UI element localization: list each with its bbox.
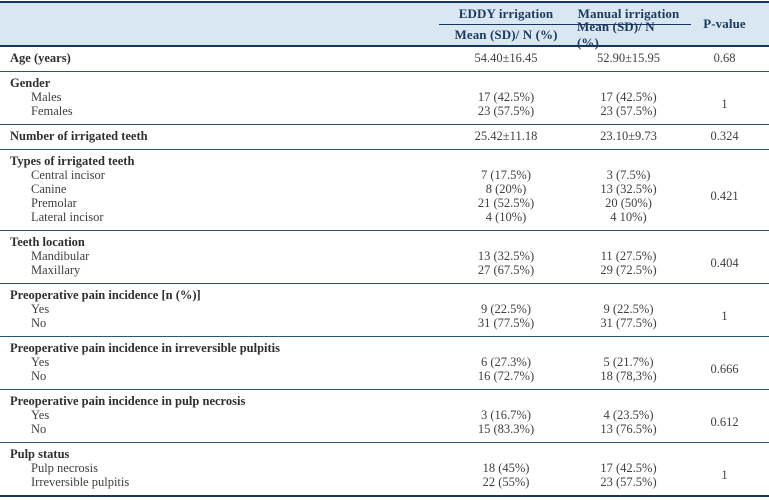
table-body: Age (years) 54.40±16.45 52.90±15.95 0.68 Gen… bbox=[0, 47, 769, 497]
column-header-p-value: P-value bbox=[703, 16, 746, 31]
eddy-value: 13 (32.5%) bbox=[477, 249, 535, 263]
manual-value: 9 (22.5%) bbox=[603, 302, 654, 316]
manual-value: 23 (57.5%) bbox=[600, 475, 657, 489]
section-label: Types of irrigated teeth bbox=[10, 154, 135, 168]
eddy-value: 17 (42.5%) bbox=[477, 90, 535, 104]
eddy-value: 27 (67.5%) bbox=[477, 263, 535, 277]
eddy-value: 16 (72.7%) bbox=[477, 369, 535, 383]
eddy-value: 18 (45%) bbox=[482, 461, 530, 475]
p-value: 0.666 bbox=[710, 362, 739, 376]
row-label: Maxillary bbox=[31, 263, 81, 277]
manual-value: 29 (72.5%) bbox=[600, 263, 657, 277]
section-label: Teeth location bbox=[10, 235, 85, 249]
manual-value: 3 (7.5%) bbox=[606, 168, 651, 182]
eddy-value: 8 (20%) bbox=[485, 182, 527, 196]
row-label: Yes bbox=[31, 408, 50, 422]
row-label: No bbox=[31, 369, 47, 383]
manual-value: 11 (27.5%) bbox=[600, 249, 657, 263]
p-value: 0.612 bbox=[710, 415, 739, 429]
manual-value: 23.10±9.73 bbox=[600, 129, 657, 143]
table-header: EDDY irrigation Manual irrigation P-valu… bbox=[0, 1, 769, 50]
row-label: Canine bbox=[31, 182, 67, 196]
subheader-manual-mean-sd: Mean (SD)/ N (%) bbox=[577, 18, 655, 50]
p-value: 0.68 bbox=[713, 51, 736, 65]
eddy-value: 15 (83.3%) bbox=[477, 422, 535, 436]
row-label: Females bbox=[31, 104, 73, 118]
manual-value: 18 (78,3%) bbox=[600, 369, 657, 383]
table-section: Number of irrigated teeth 25.42±11.18 23.1… bbox=[0, 124, 769, 149]
manual-value: 5 (21.7%) bbox=[603, 355, 654, 369]
section-label: Preoperative pain incidence in pulp necr… bbox=[10, 394, 246, 408]
table-section: Pulp status Pulp necrosis 18 (45%) 17 (42.5… bbox=[0, 442, 769, 495]
eddy-value: 31 (77.5%) bbox=[477, 316, 535, 330]
eddy-value: 23 (57.5%) bbox=[477, 104, 535, 118]
manual-value: 13 (32.5%) bbox=[600, 182, 657, 196]
section-label: Preoperative pain incidence in irreversi… bbox=[10, 341, 281, 355]
p-value: 1 bbox=[721, 309, 728, 323]
column-header-eddy-irrigation: EDDY irrigation bbox=[458, 5, 554, 21]
row-label: No bbox=[31, 316, 47, 330]
column-header-manual-irrigation: Manual irrigation bbox=[577, 5, 680, 21]
table-section: Teeth location Mandibular 13 (32.5%) 11 (27… bbox=[0, 230, 769, 283]
row-label: Irreversible pulpitis bbox=[31, 475, 130, 489]
row-label: Central incisor bbox=[31, 168, 105, 182]
row-label: Mandibular bbox=[31, 249, 90, 263]
table-section: Preoperative pain incidence in irreversi… bbox=[0, 336, 769, 389]
p-value: 0.324 bbox=[710, 129, 739, 143]
table-section: Types of irrigated teeth Central incisor 7… bbox=[0, 149, 769, 230]
p-value: 1 bbox=[721, 97, 728, 111]
manual-value: 4 (23.5%) bbox=[603, 408, 654, 422]
p-value: 0.404 bbox=[710, 256, 739, 270]
row-label: No bbox=[31, 422, 47, 436]
row-label: Premolar bbox=[31, 196, 77, 210]
manual-value: 13 (76.5%) bbox=[600, 422, 657, 436]
subheader-eddy-mean-sd: Mean (SD)/ N (%) bbox=[454, 26, 558, 42]
eddy-value: 54.40±16.45 bbox=[474, 51, 538, 65]
manual-value: 23 (57.5%) bbox=[600, 104, 657, 118]
section-label: Preoperative pain incidence [n (%)] bbox=[10, 288, 201, 302]
p-value: 1 bbox=[721, 468, 728, 482]
eddy-value: 22 (55%) bbox=[482, 475, 530, 489]
eddy-value: 9 (22.5%) bbox=[481, 302, 531, 316]
manual-value: 31 (77.5%) bbox=[600, 316, 657, 330]
row-label: Yes bbox=[31, 355, 50, 369]
p-value: 0.421 bbox=[710, 189, 739, 203]
row-label: Lateral incisor bbox=[31, 210, 104, 224]
row-label: Males bbox=[31, 90, 62, 104]
section-label: Gender bbox=[10, 76, 51, 90]
table-section: Gender Males 17 (42.5%) 17 (42.5%) Females 23… bbox=[0, 71, 769, 124]
table-section: Preoperative pain incidence in pulp necr… bbox=[0, 389, 769, 442]
table-section: Preoperative pain incidence [n (%)] Yes 9 … bbox=[0, 283, 769, 336]
eddy-value: 7 (17.5%) bbox=[481, 168, 531, 182]
section-label: Number of irrigated teeth bbox=[10, 129, 148, 143]
manual-value: 4 10%) bbox=[610, 210, 647, 224]
section-label: Pulp status bbox=[10, 447, 70, 461]
eddy-value: 25.42±11.18 bbox=[474, 129, 538, 143]
eddy-value: 6 (27.3%) bbox=[481, 355, 531, 369]
manual-value: 52.90±15.95 bbox=[596, 51, 661, 65]
manual-value: 17 (42.5%) bbox=[600, 461, 657, 475]
header-divider-line bbox=[439, 24, 691, 25]
row-label: Pulp necrosis bbox=[31, 461, 99, 475]
table-section: Age (years) 54.40±16.45 52.90±15.95 0.68 bbox=[0, 47, 769, 71]
manual-value: 17 (42.5%) bbox=[600, 90, 657, 104]
eddy-value: 4 (10%) bbox=[485, 210, 527, 224]
manual-value: 20 (50%) bbox=[605, 196, 652, 210]
section-label: Age (years) bbox=[10, 51, 71, 65]
eddy-value: 3 (16.7%) bbox=[481, 408, 531, 422]
eddy-value: 21 (52.5%) bbox=[477, 196, 535, 210]
row-label: Yes bbox=[31, 302, 50, 316]
